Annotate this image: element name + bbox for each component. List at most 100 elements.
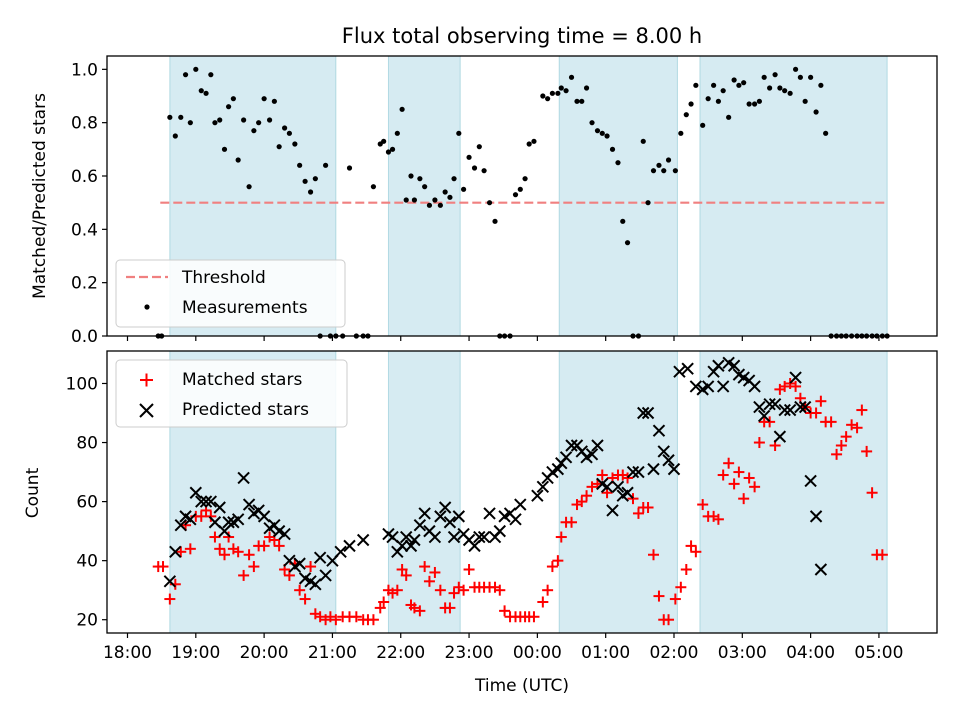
- predicted-star-point: [641, 406, 655, 420]
- x-tick-label: 01:00: [581, 643, 630, 663]
- measurement-point: [282, 125, 288, 131]
- predicted-star-point: [400, 530, 413, 544]
- predicted-star-point: [242, 498, 256, 511]
- predicted-star-point: [509, 513, 522, 526]
- legend-measurements-label: Measurements: [182, 298, 308, 318]
- matched-star-point: [861, 445, 873, 457]
- matched-star-point: [400, 569, 412, 581]
- y-tick-label: 100: [66, 374, 98, 394]
- matched-star-point: [764, 416, 776, 428]
- measurement-point: [307, 189, 314, 195]
- matched-star-point: [444, 602, 456, 614]
- predicted-star-point: [804, 474, 817, 488]
- matched-star-point: [232, 546, 244, 558]
- measurement-point: [212, 120, 218, 126]
- predicted-star-point: [428, 530, 442, 544]
- measurement-point: [583, 85, 590, 91]
- matched-star-point: [223, 531, 235, 543]
- measurement-point: [417, 176, 423, 182]
- measurement-point: [777, 85, 783, 91]
- matched-star-point: [810, 407, 822, 419]
- predicted-star-point: [794, 400, 807, 414]
- predicted-star-point: [452, 510, 466, 523]
- matched-star-point: [669, 593, 681, 605]
- y-tick-label: 40: [76, 552, 98, 572]
- measurement-point: [235, 157, 241, 163]
- predicted-star-point: [727, 359, 741, 372]
- measurement-point: [761, 74, 767, 80]
- predicted-star-point: [565, 439, 578, 452]
- predicted-star-point: [189, 486, 203, 499]
- measurement-point: [802, 98, 808, 104]
- predicted-star-point: [418, 507, 431, 520]
- predicted-star-point: [222, 516, 235, 529]
- predicted-star-point: [536, 480, 550, 494]
- bottom-legend-box: [115, 359, 348, 428]
- matched-star-point: [299, 593, 311, 605]
- matched-star-point: [717, 469, 729, 481]
- measurement-point: [818, 82, 824, 88]
- measurement-point: [225, 104, 232, 110]
- measurement-point: [549, 90, 555, 96]
- y-tick-label: 0.4: [71, 220, 98, 240]
- matched-star-point: [175, 546, 187, 558]
- measurement-point: [471, 165, 478, 171]
- predicted-star-point: [343, 539, 356, 553]
- matched-star-point: [596, 469, 608, 481]
- measurement-point: [787, 90, 793, 96]
- measurement-point: [711, 82, 717, 88]
- measurement-point: [813, 109, 819, 115]
- predicted-star-point: [257, 510, 271, 523]
- matched-star-point: [685, 540, 697, 552]
- measurement-point: [399, 106, 405, 112]
- measurement-point: [172, 133, 178, 139]
- legend-measurements-swatch: [144, 304, 150, 310]
- top-y-axis-label: Matched/Predicted stars: [30, 93, 50, 299]
- predicted-star-point: [647, 462, 660, 476]
- y-tick-label: 0.2: [71, 274, 98, 294]
- measurement-point: [731, 77, 737, 83]
- measurement-point: [381, 138, 387, 144]
- measurement-point: [286, 130, 292, 136]
- predicted-star-point: [716, 380, 730, 393]
- matched-star-point: [856, 404, 868, 416]
- matched-star-point: [825, 416, 837, 428]
- matched-star-point: [218, 549, 230, 561]
- matched-star-point: [840, 431, 852, 443]
- measurement-point: [683, 112, 689, 118]
- measurement-point: [726, 114, 732, 120]
- predicted-star-point: [438, 501, 452, 514]
- shaded-interval: [699, 350, 888, 634]
- predicted-star-point: [657, 445, 670, 458]
- predicted-star-point: [237, 471, 250, 485]
- measurement-point: [599, 130, 605, 136]
- measurement-point: [451, 176, 457, 182]
- measurement-point: [486, 200, 493, 206]
- measurement-point: [645, 200, 651, 206]
- matched-star-point: [680, 564, 692, 576]
- predicted-star-point: [585, 448, 599, 461]
- measurement-point: [302, 178, 308, 184]
- predicted-star-point: [667, 462, 681, 476]
- top-title: Flux total observing time = 8.00 h: [342, 24, 702, 48]
- measurement-point: [447, 194, 453, 200]
- measurement-point: [624, 240, 631, 246]
- shaded-interval: [699, 55, 888, 337]
- predicted-star-point: [169, 545, 182, 559]
- bottom-y-axis-label: Count: [23, 467, 43, 518]
- predicted-star-point: [783, 403, 797, 417]
- measurement-point: [555, 90, 561, 96]
- matched-star-point: [555, 531, 567, 543]
- measurement-point: [403, 197, 409, 203]
- matched-star-point: [273, 540, 285, 552]
- measurement-point: [251, 128, 257, 134]
- predicted-star-point: [814, 563, 828, 576]
- matched-star-point: [164, 593, 176, 605]
- x-tick-label: 21:00: [308, 643, 357, 663]
- matched-star-point: [851, 422, 863, 434]
- matched-star-point: [458, 584, 470, 596]
- measurement-point: [297, 162, 303, 168]
- predicted-star-point: [600, 480, 614, 494]
- predicted-star-point: [768, 397, 782, 411]
- matched-star-point: [494, 584, 506, 596]
